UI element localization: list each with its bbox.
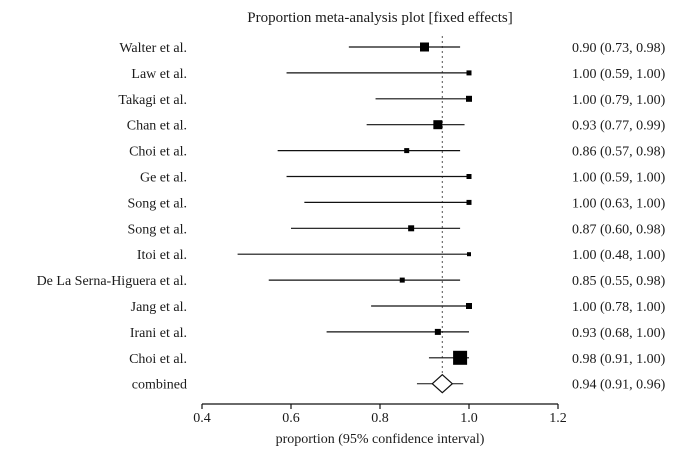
table-row: Song et al. 1.00 (0.63, 1.00) [128, 196, 666, 211]
point-estimate [434, 328, 441, 335]
estimate-label: 0.98 (0.91, 1.00) [572, 352, 666, 367]
table-row: Choi et al. 0.98 (0.91, 1.00) [129, 350, 666, 367]
point-estimate [399, 277, 405, 283]
table-row: Takagi et al. 1.00 (0.79, 1.00) [118, 93, 665, 108]
x-tick-label: 1.0 [460, 411, 478, 426]
study-name: Song et al. [128, 196, 188, 211]
study-name: Takagi et al. [118, 93, 187, 108]
point-estimate [433, 120, 443, 130]
point-estimate [466, 303, 472, 309]
table-row: Law et al. 1.00 (0.59, 1.00) [131, 67, 665, 82]
table-row: Jang et al. 1.00 (0.78, 1.00) [131, 300, 666, 315]
study-name: Walter et al. [119, 41, 187, 56]
point-estimate [466, 199, 472, 205]
table-row: Choi et al. 0.86 (0.57, 0.98) [129, 145, 666, 160]
study-name: Song et al. [128, 222, 188, 237]
study-name: Choi et al. [129, 145, 187, 160]
table-row: Itoi et al. 1.00 (0.48, 1.00) [137, 248, 666, 263]
estimate-label: 1.00 (0.63, 1.00) [572, 196, 666, 211]
study-name: Choi et al. [129, 352, 187, 367]
study-rows: Walter et al. 0.90 (0.73, 0.98) Law et al.… [37, 41, 666, 394]
table-row: Ge et al. 1.00 (0.59, 1.00) [140, 171, 666, 186]
study-name: Law et al. [131, 67, 187, 82]
x-tick-label: 0.8 [371, 411, 389, 426]
estimate-label: 1.00 (0.78, 1.00) [572, 300, 666, 315]
point-estimate [408, 225, 415, 232]
study-name: De La Serna-Higuera et al. [37, 274, 187, 289]
point-estimate [466, 174, 472, 179]
study-name: Irani et al. [130, 326, 187, 341]
estimate-label: 1.00 (0.59, 1.00) [572, 171, 666, 186]
x-tick-label: 1.2 [549, 411, 567, 426]
table-row: Chan et al. 0.93 (0.77, 0.99) [127, 119, 666, 134]
estimate-label: 0.85 (0.55, 0.98) [572, 274, 666, 289]
point-estimate [467, 252, 471, 257]
point-estimate [404, 148, 410, 154]
x-axis-label: proportion (95% confidence interval) [276, 432, 485, 447]
study-name: Itoi et al. [137, 248, 187, 263]
point-estimate [466, 70, 472, 76]
table-row: Song et al. 0.87 (0.60, 0.98) [128, 222, 666, 237]
combined-row: combined 0.94 (0.91, 0.96) [132, 373, 666, 394]
study-name: Chan et al. [127, 119, 187, 134]
point-estimate [453, 350, 468, 365]
study-name: Ge et al. [140, 171, 187, 186]
point-estimate [466, 95, 472, 102]
estimate-label: 1.00 (0.48, 1.00) [572, 248, 666, 263]
combined-diamond [431, 373, 454, 394]
estimate-label: 1.00 (0.79, 1.00) [572, 93, 666, 108]
estimate-label: 0.87 (0.60, 0.98) [572, 222, 666, 237]
estimate-label: 0.93 (0.68, 1.00) [572, 326, 666, 341]
estimate-label: 1.00 (0.59, 1.00) [572, 67, 666, 82]
table-row: Irani et al. 0.93 (0.68, 1.00) [130, 326, 666, 341]
x-tick-label: 0.6 [282, 411, 300, 426]
x-axis: 0.4 0.6 0.8 1.0 1.2 [193, 403, 567, 426]
estimate-label: 0.93 (0.77, 0.99) [572, 119, 666, 134]
estimate-label: 0.90 (0.73, 0.98) [572, 41, 666, 56]
combined-name: combined [132, 378, 187, 393]
chart-title: Proportion meta-analysis plot [fixed eff… [247, 10, 512, 26]
table-row: Walter et al. 0.90 (0.73, 0.98) [119, 41, 665, 56]
study-name: Jang et al. [131, 300, 187, 315]
point-estimate [420, 42, 429, 52]
x-tick-label: 0.4 [193, 411, 211, 426]
estimate-label: 0.86 (0.57, 0.98) [572, 145, 666, 160]
combined-label: 0.94 (0.91, 0.96) [572, 378, 666, 393]
table-row: De La Serna-Higuera et al. 0.85 (0.55, 0.… [37, 274, 666, 289]
